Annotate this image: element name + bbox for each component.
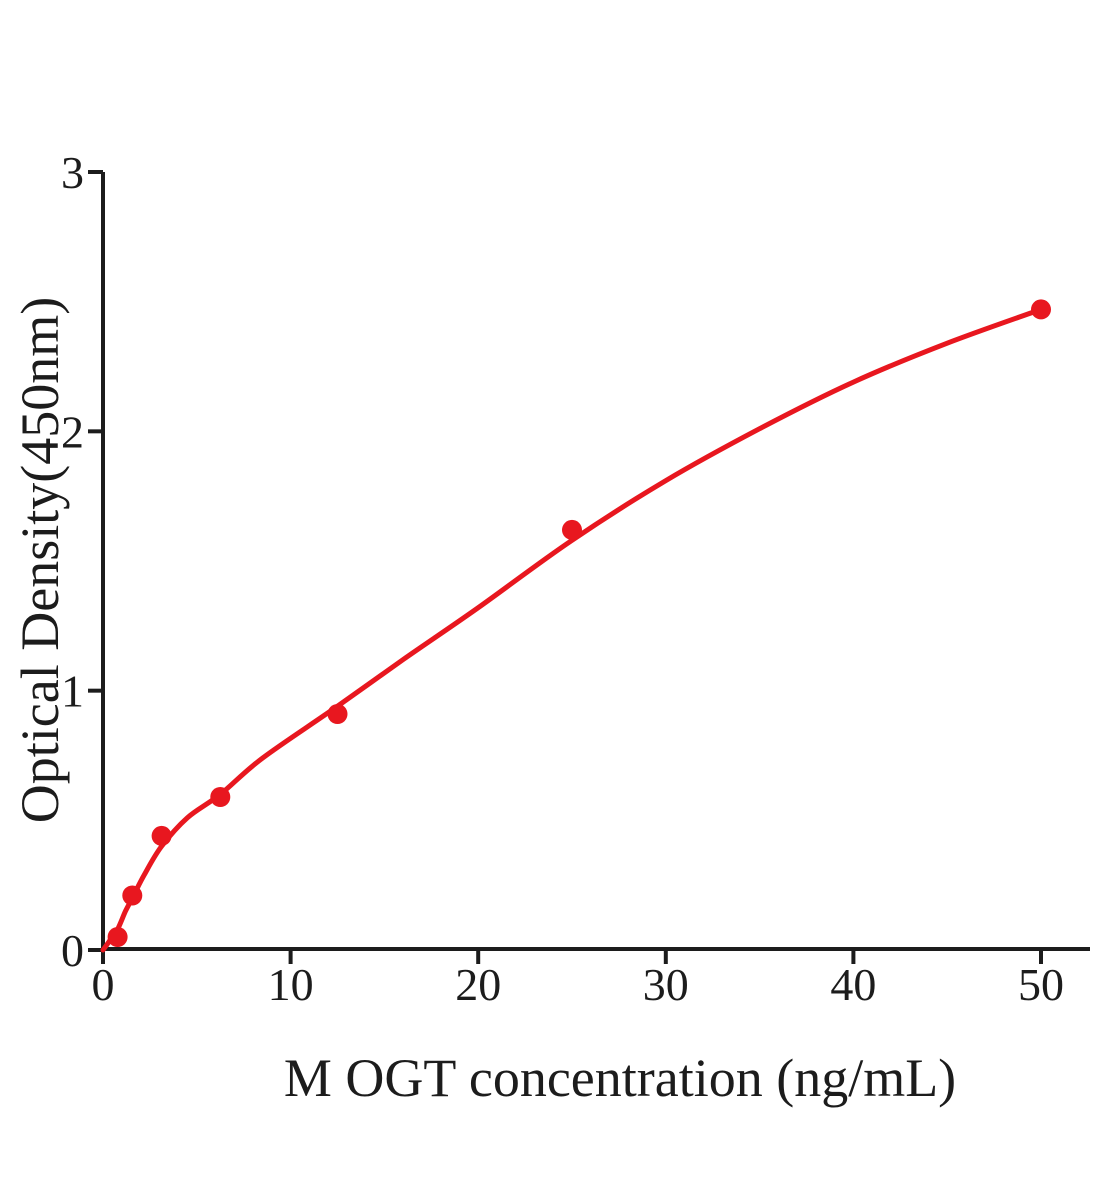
data-point: [107, 927, 128, 947]
x-tick-label: 0: [92, 959, 115, 1010]
x-tick-label: 50: [1018, 959, 1064, 1010]
x-axis-title: M OGT concentration (ng/mL): [284, 1048, 956, 1108]
data-point: [122, 885, 143, 906]
axis-tick-labels: 0 10 20 30 40 50 0 1 2 3: [61, 147, 1064, 1010]
data-points: [107, 299, 1051, 947]
data-point: [151, 825, 172, 846]
x-tick-label: 10: [268, 959, 314, 1010]
x-tick-label: 30: [643, 959, 689, 1010]
axis-ticks: [88, 170, 1043, 964]
y-tick-label: 3: [61, 147, 84, 198]
data-point: [1031, 299, 1051, 320]
y-tick-label: 1: [61, 666, 84, 717]
fit-curve-line: [100, 306, 1044, 953]
data-point: [562, 519, 582, 540]
data-point: [210, 787, 231, 807]
data-point: [327, 704, 348, 724]
x-tick-label: 20: [455, 959, 501, 1010]
y-tick-label: 0: [61, 925, 84, 976]
y-tick-label: 2: [61, 406, 84, 457]
x-tick-label: 40: [830, 959, 876, 1010]
axes: [101, 172, 1090, 951]
y-axis-title: Optical Density(450nm): [10, 297, 70, 823]
